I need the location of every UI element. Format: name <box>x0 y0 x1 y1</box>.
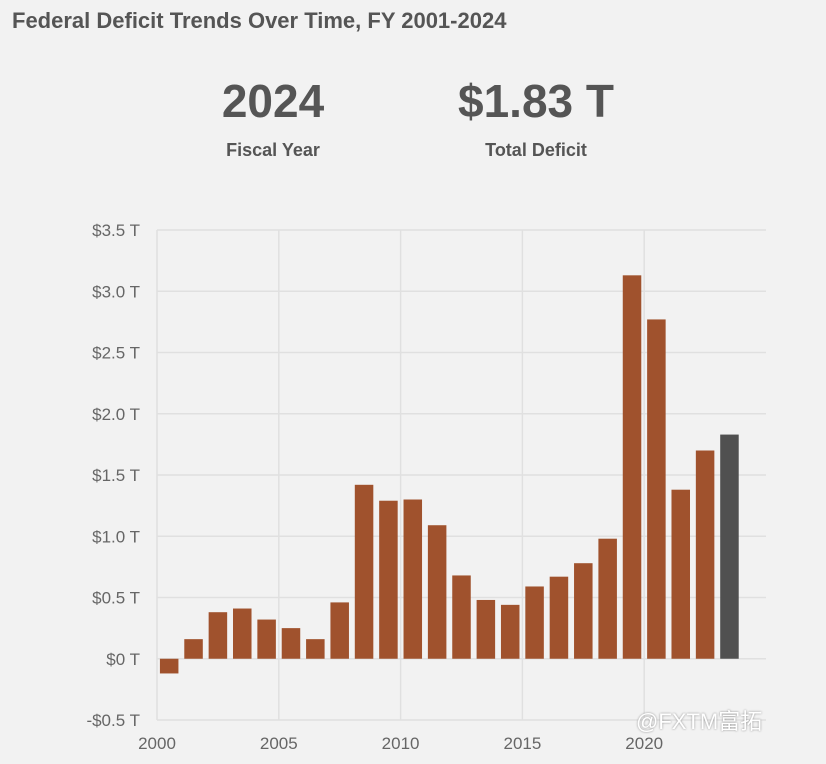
axis-labels: $3.5 T $3.0 T $2.5 T $2.0 T $1.5 T $1.0 T $0.5… <box>86 221 663 753</box>
x-tick-label: 2015 <box>503 734 541 753</box>
bar-2009 <box>379 500 398 659</box>
bar-2017 <box>574 563 593 659</box>
kpi-total-deficit: $1.83 T Total Deficit <box>428 78 644 161</box>
bar-2018 <box>598 538 617 659</box>
grid-lines <box>156 229 766 721</box>
bar-2023 <box>720 434 739 659</box>
bar-2015 <box>525 586 544 659</box>
x-tick-label: 2010 <box>382 734 420 753</box>
bar-2001 <box>184 639 203 659</box>
x-tick-label: 2020 <box>625 734 663 753</box>
kpi-year-value: 2024 <box>221 75 325 127</box>
y-tick-label: $1.0 T <box>92 527 140 546</box>
bar-2010 <box>403 499 423 659</box>
y-tick-label: $0 T <box>106 650 140 669</box>
bars <box>159 275 739 674</box>
kpi-year-label: Fiscal Year <box>226 140 320 160</box>
bar-2004 <box>257 619 276 659</box>
y-tick-label: $2.5 T <box>92 344 140 363</box>
bar-2011 <box>427 525 447 659</box>
bar-2002 <box>208 612 228 659</box>
y-tick-label: $3.5 T <box>92 221 140 240</box>
bar-2012 <box>452 575 471 659</box>
y-tick-label: $0.5 T <box>92 589 140 608</box>
bar-2000 <box>159 658 179 674</box>
bar-2020 <box>647 319 666 659</box>
chart-title: Federal Deficit Trends Over Time, FY 200… <box>12 8 507 33</box>
x-tick-label: 2000 <box>138 734 176 753</box>
bar-2008 <box>354 484 374 659</box>
bar-2022 <box>695 450 715 659</box>
bar-2003 <box>233 608 252 659</box>
bar-2006 <box>306 639 325 659</box>
y-tick-label: $3.0 T <box>92 282 140 301</box>
bar-2007 <box>330 602 349 659</box>
kpi-fiscal-year: 2024 Fiscal Year <box>196 78 350 161</box>
watermark: @FXTM富拓 <box>636 709 763 734</box>
bar-2014 <box>500 604 520 659</box>
y-tick-label: -$0.5 T <box>86 711 140 730</box>
kpi-deficit-value: $1.83 T <box>458 75 614 127</box>
x-tick-label: 2005 <box>260 734 298 753</box>
kpi-deficit-label: Total Deficit <box>485 140 587 160</box>
bar-2013 <box>476 599 496 659</box>
bar-2019 <box>622 275 642 659</box>
y-tick-label: $1.5 T <box>92 466 140 485</box>
bar-2021 <box>671 489 690 659</box>
bar-2005 <box>281 628 301 659</box>
y-tick-label: $2.0 T <box>92 405 140 424</box>
bar-2016 <box>549 576 569 659</box>
